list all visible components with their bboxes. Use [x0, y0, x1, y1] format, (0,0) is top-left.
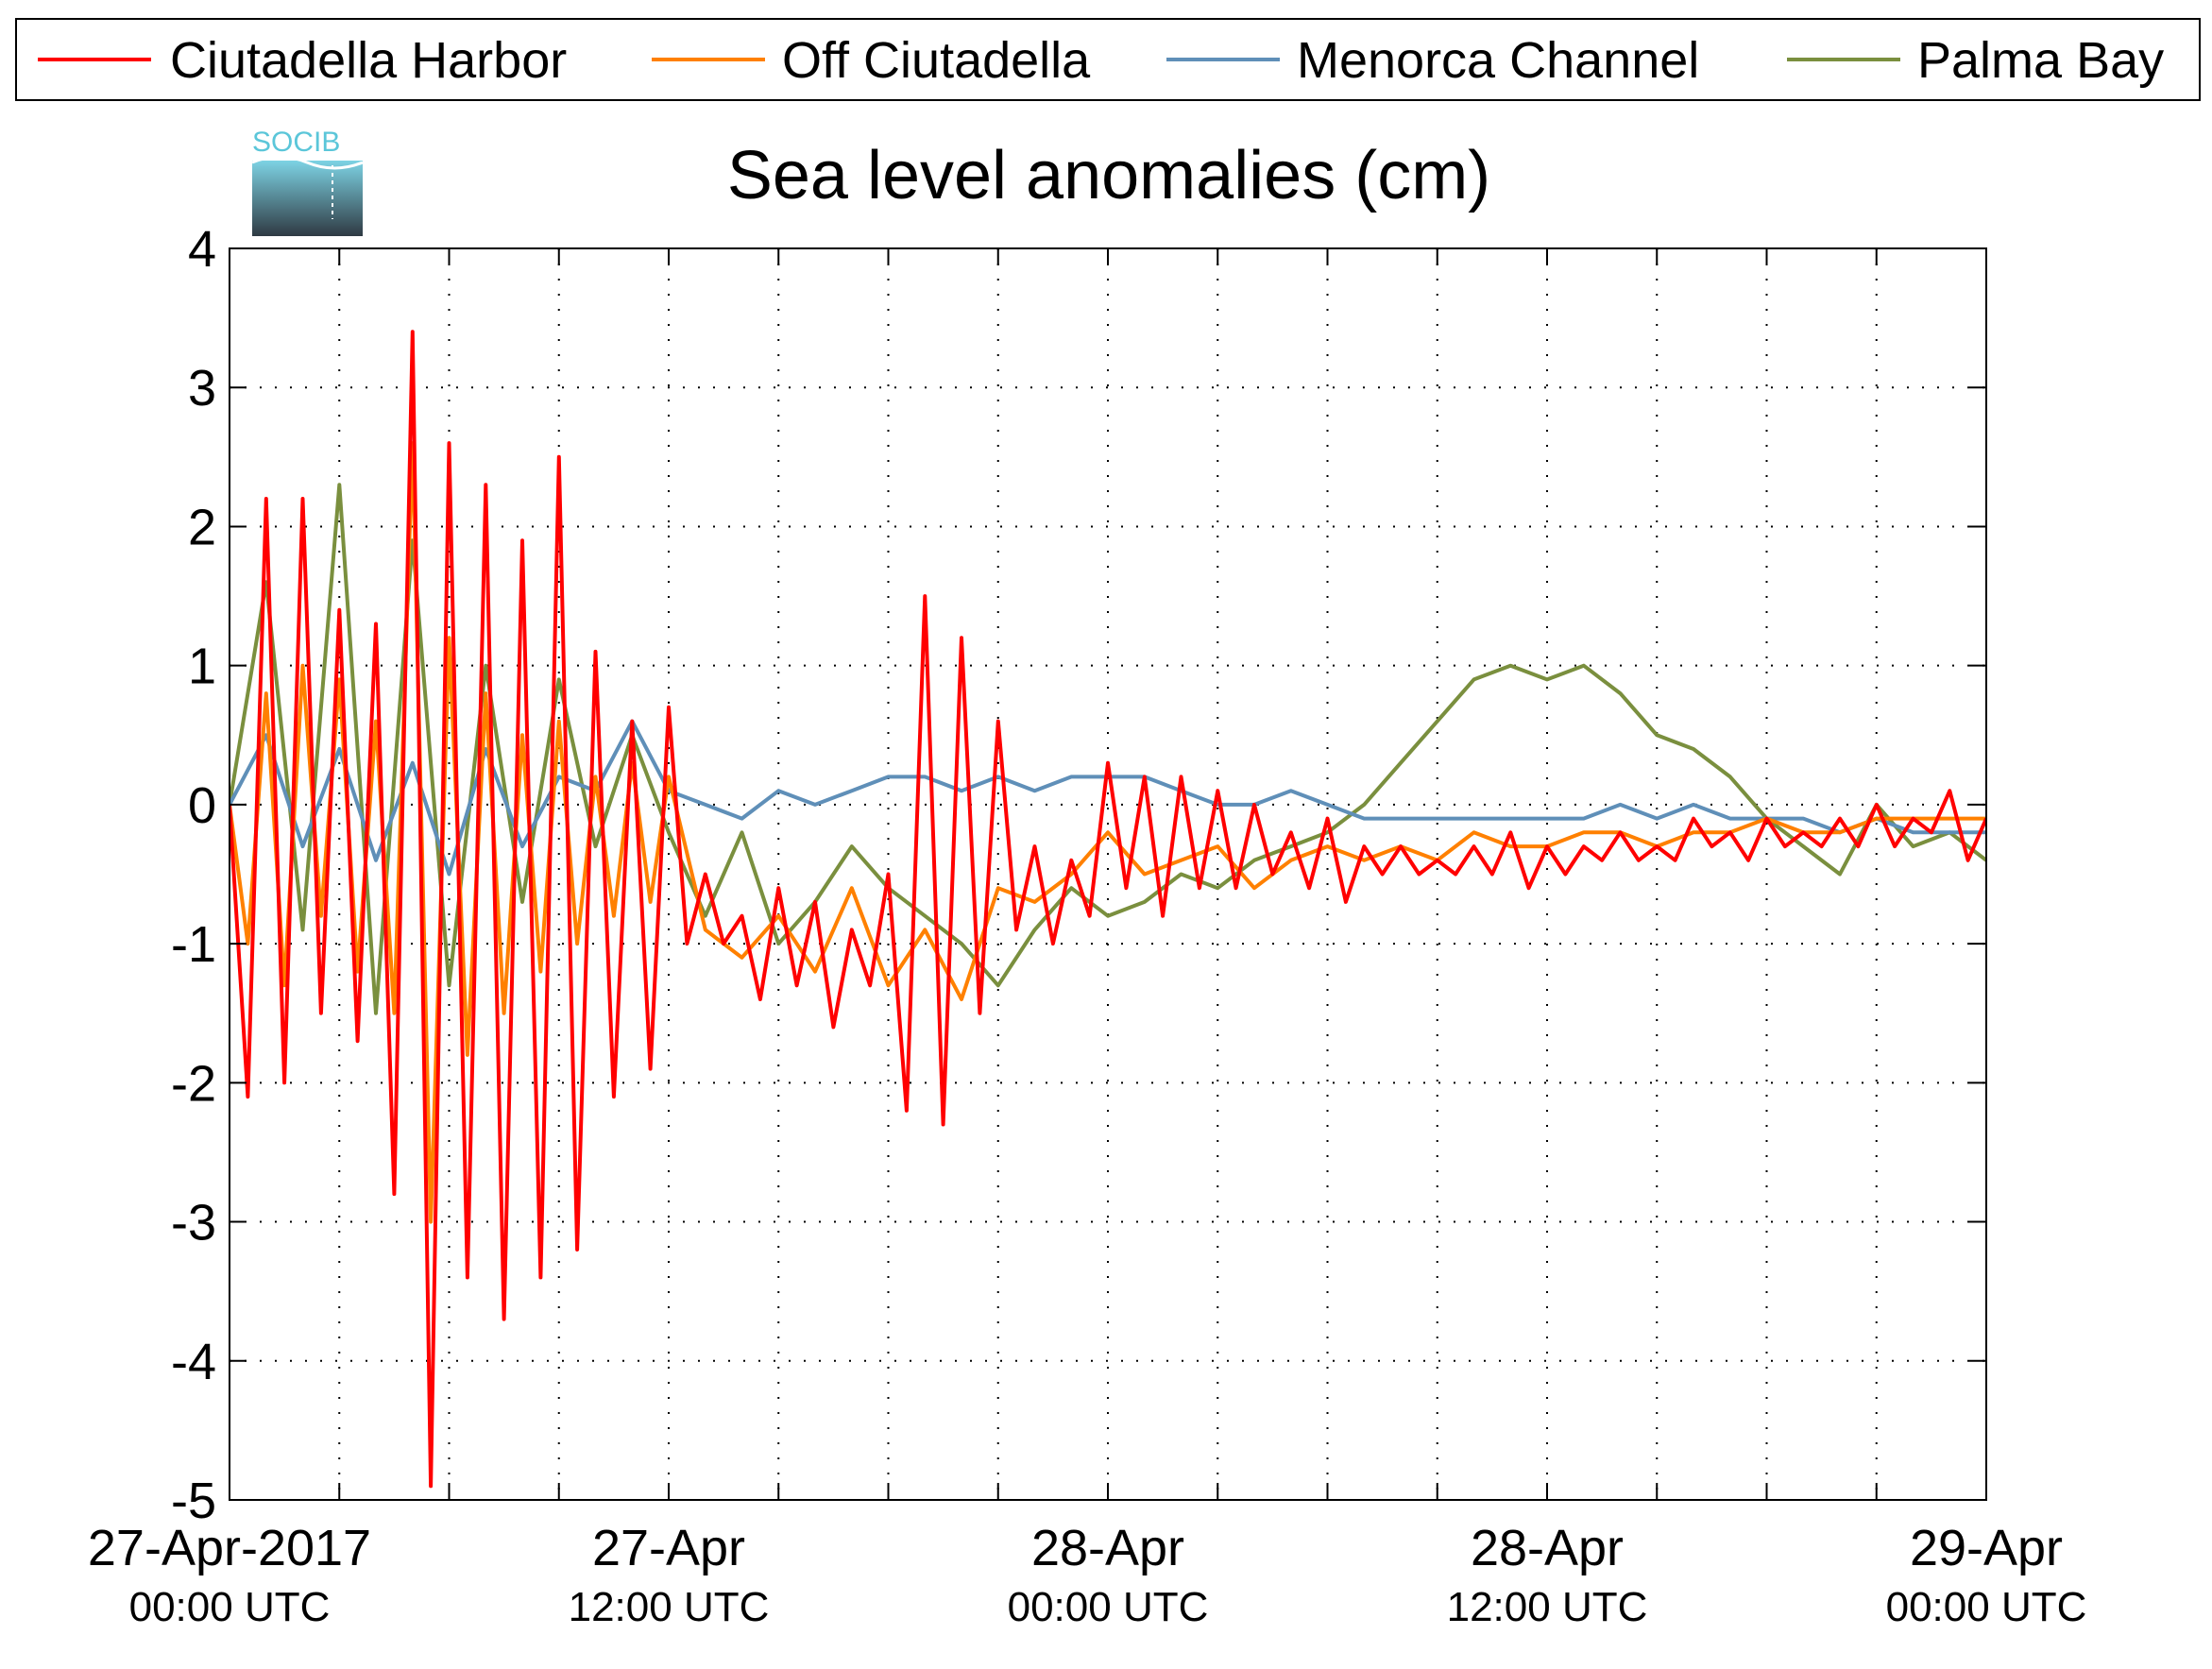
logo-wave-line	[251, 155, 364, 170]
x-tick-sublabel: 12:00 UTC	[1447, 1584, 1648, 1630]
y-tick-label: -2	[171, 1055, 216, 1112]
y-tick-label: -5	[171, 1473, 216, 1529]
y-tick-labels: -5 -4 -3 -2 -1 0 1 2 3 4	[171, 221, 216, 1529]
series-line-palma-bay	[230, 483, 1986, 1015]
legend-label-ciutadella-harbor: Ciutadella Harbor	[170, 32, 567, 89]
chart-title: Sea level anomalies (cm)	[727, 138, 1490, 213]
series-line-ciutadella-harbor	[230, 330, 1986, 1489]
logo-wave-block	[252, 161, 363, 236]
x-tick-label: 27-Apr	[592, 1520, 745, 1576]
x-tick-sublabel: 00:00 UTC	[129, 1584, 331, 1630]
x-tick-sublabel: 00:00 UTC	[1008, 1584, 1209, 1630]
legend: Ciutadella Harbor Off Ciutadella Menorca…	[15, 18, 2201, 101]
x-tick-sublabel: 12:00 UTC	[569, 1584, 770, 1630]
grid	[230, 248, 1986, 1500]
y-tick-label: -1	[171, 916, 216, 973]
series-layer	[230, 330, 1986, 1489]
ticks	[229, 247, 1987, 1501]
x-tick-label: 28-Apr	[1471, 1520, 1624, 1576]
y-tick-label: 2	[188, 499, 216, 555]
x-tick-sublabel: 00:00 UTC	[1886, 1584, 2087, 1630]
y-tick-label: -4	[171, 1334, 216, 1390]
y-tick-label: -3	[171, 1195, 216, 1252]
socib-logo: SOCIB	[251, 127, 364, 236]
y-tick-label: 3	[188, 360, 216, 417]
y-tick-label: 0	[188, 777, 216, 834]
y-tick-label: 1	[188, 639, 216, 695]
legend-label-off-ciutadella: Off Ciutadella	[782, 32, 1091, 89]
x-tick-label: 29-Apr	[1910, 1520, 2063, 1576]
legend-label-palma-bay: Palma Bay	[1917, 32, 2164, 89]
y-tick-label: 4	[188, 221, 216, 278]
legend-label-menorca-channel: Menorca Channel	[1297, 32, 1699, 89]
logo-text: SOCIB	[252, 127, 340, 158]
x-tick-label: 28-Apr	[1031, 1520, 1184, 1576]
x-tick-label: 27-Apr-2017	[88, 1520, 371, 1576]
x-tick-labels: 27-Apr-2017 00:00 UTC 27-Apr 12:00 UTC 28-Ap…	[88, 1520, 2086, 1630]
